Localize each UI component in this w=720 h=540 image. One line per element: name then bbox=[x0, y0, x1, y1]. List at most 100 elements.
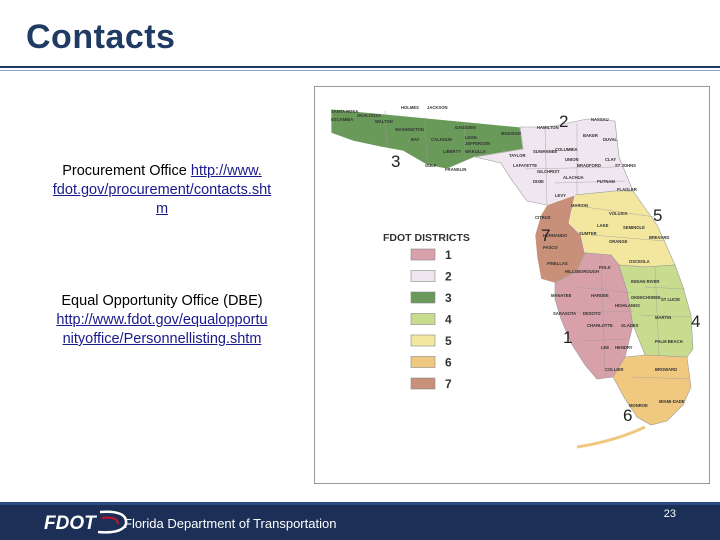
district-4-region bbox=[618, 264, 694, 358]
eeo-contact: Equal Opportunity Office (DBE) http://ww… bbox=[22, 292, 302, 349]
eeo-link-part2[interactable]: nityoffice/Personnellisting.shtm bbox=[62, 331, 262, 347]
legend-swatch-2 bbox=[410, 270, 436, 282]
county-label: ST LUCIE bbox=[661, 297, 680, 302]
county-label: ESCAMBIA bbox=[331, 117, 353, 122]
county-label: WALTON bbox=[375, 119, 393, 124]
district-number-6: 6 bbox=[623, 406, 632, 425]
page-number: 23 bbox=[663, 508, 676, 520]
county-label: OKALOOSA bbox=[357, 113, 381, 118]
county-label: TAYLOR bbox=[509, 153, 526, 158]
county-label: GADSDEN bbox=[455, 125, 476, 130]
county-label: DIXIE bbox=[533, 179, 544, 184]
county-label: MONROE bbox=[629, 403, 648, 408]
county-label: BRADFORD bbox=[577, 163, 601, 168]
legend-label-3: 3 bbox=[445, 291, 452, 305]
procurement-contact: Procurement Office http://www. fdot.gov/… bbox=[22, 162, 302, 219]
fdot-districts-map: FDOT DISTRICTS 1 2 3 4 5 6 7 2 3 5 7 4 1 6 SAN… bbox=[314, 86, 710, 484]
district-6-region bbox=[612, 354, 692, 426]
county-label: SUMTER bbox=[579, 231, 597, 236]
legend-label-7: 7 bbox=[445, 377, 452, 391]
county-label: SARASOTA bbox=[553, 311, 576, 316]
county-label: PINELLAS bbox=[547, 261, 568, 266]
county-label: FRANKLIN bbox=[445, 167, 466, 172]
eeo-link-part1[interactable]: http://www.fdot.gov/equalopportu bbox=[56, 312, 268, 328]
footer-org-name: Florida Department of Transportation bbox=[124, 516, 337, 531]
county-label: GULF bbox=[425, 163, 437, 168]
district-number-2: 2 bbox=[559, 112, 568, 131]
county-label: PALM BEACH bbox=[655, 339, 683, 344]
county-label: SEMINOLE bbox=[623, 225, 645, 230]
title-divider-thin bbox=[0, 70, 720, 71]
florida-map-svg: FDOT DISTRICTS 1 2 3 4 5 6 7 2 3 5 7 4 1 6 SAN… bbox=[330, 105, 700, 449]
county-label: HAMILTON bbox=[537, 125, 559, 130]
county-label: DESOTO bbox=[583, 311, 601, 316]
county-label: MARION bbox=[571, 203, 588, 208]
county-label: CITRUS bbox=[535, 215, 551, 220]
county-label: LEON bbox=[465, 135, 477, 140]
procurement-link-part2[interactable]: fdot.gov/procurement/contacts.sht bbox=[52, 182, 272, 198]
county-label: LIBERTY bbox=[443, 149, 461, 154]
county-lines bbox=[384, 110, 692, 380]
county-label: NASSAU bbox=[591, 117, 609, 122]
county-label: COLLIER bbox=[605, 367, 623, 372]
county-label: ALACHUA bbox=[563, 175, 584, 180]
county-label: FLAGLER bbox=[617, 187, 637, 192]
county-label: COLUMBIA bbox=[555, 147, 578, 152]
county-label: SUWANNEE bbox=[533, 149, 557, 154]
county-label: MADISON bbox=[501, 131, 521, 136]
legend-swatch-6 bbox=[410, 356, 436, 368]
district-number-1: 1 bbox=[563, 328, 572, 347]
county-label: LEVY bbox=[555, 193, 566, 198]
county-label: DUVAL bbox=[603, 137, 618, 142]
county-label: OKEECHOBEE bbox=[631, 295, 661, 300]
district-number-labels: 2 3 5 7 4 1 6 bbox=[391, 112, 700, 425]
florida-keys bbox=[576, 425, 646, 449]
procurement-label: Procurement Office bbox=[62, 163, 187, 179]
county-label: BREVARD bbox=[649, 235, 669, 240]
county-label: PUTNAM bbox=[597, 179, 615, 184]
legend-label-1: 1 bbox=[445, 248, 452, 262]
county-label: VOLUSIA bbox=[609, 211, 628, 216]
county-label: ST JOHNS bbox=[615, 163, 636, 168]
legend-label-2: 2 bbox=[445, 270, 452, 284]
county-label: LEE bbox=[601, 345, 609, 350]
legend-swatch-7 bbox=[410, 377, 436, 390]
county-label: BROWARD bbox=[655, 367, 677, 372]
county-label: HERNANDO bbox=[543, 233, 568, 238]
county-label: MIAMI-DADE bbox=[659, 399, 685, 404]
fdot-logo-text: FDOT bbox=[44, 513, 97, 534]
county-label: GLADES bbox=[621, 323, 639, 328]
county-label: CLAY bbox=[605, 157, 616, 162]
county-label: CHARLOTTE bbox=[587, 323, 613, 328]
procurement-link-part3[interactable]: m bbox=[155, 201, 169, 217]
county-label: HENDRY bbox=[615, 345, 633, 350]
footer-stripe bbox=[0, 502, 720, 505]
county-label: MARTIN bbox=[655, 315, 671, 320]
district-number-5: 5 bbox=[653, 206, 662, 225]
county-label: HILLSBOROUGH bbox=[565, 269, 599, 274]
county-label: HARDEE bbox=[591, 293, 609, 298]
legend-swatch-5 bbox=[410, 334, 436, 347]
legend-label-4: 4 bbox=[445, 313, 452, 327]
county-label: BAKER bbox=[583, 133, 598, 138]
legend-swatch-1 bbox=[410, 248, 436, 261]
county-label: BAY bbox=[411, 137, 420, 142]
district-number-3: 3 bbox=[391, 152, 400, 171]
county-label: HIGHLANDS bbox=[615, 303, 640, 308]
legend-title: FDOT DISTRICTS bbox=[383, 232, 470, 244]
county-label: JACKSON bbox=[427, 105, 447, 110]
county-label: CALHOUN bbox=[431, 137, 452, 142]
county-label: SANTA ROSA bbox=[331, 109, 358, 114]
procurement-link-part1[interactable]: http://www. bbox=[190, 163, 262, 179]
county-label: UNION bbox=[565, 157, 579, 162]
county-label: LAFAYETTE bbox=[513, 163, 537, 168]
county-label: LAKE bbox=[597, 223, 609, 228]
legend-label-5: 5 bbox=[445, 334, 452, 348]
county-label: MANATEE bbox=[551, 293, 572, 298]
county-label: POLK bbox=[599, 265, 611, 270]
district-number-4: 4 bbox=[691, 312, 700, 331]
footer-bar: FDOT Florida Department of Transportatio… bbox=[0, 502, 720, 540]
legend-label-6: 6 bbox=[445, 356, 452, 370]
county-label: OSCEOLA bbox=[629, 259, 650, 264]
